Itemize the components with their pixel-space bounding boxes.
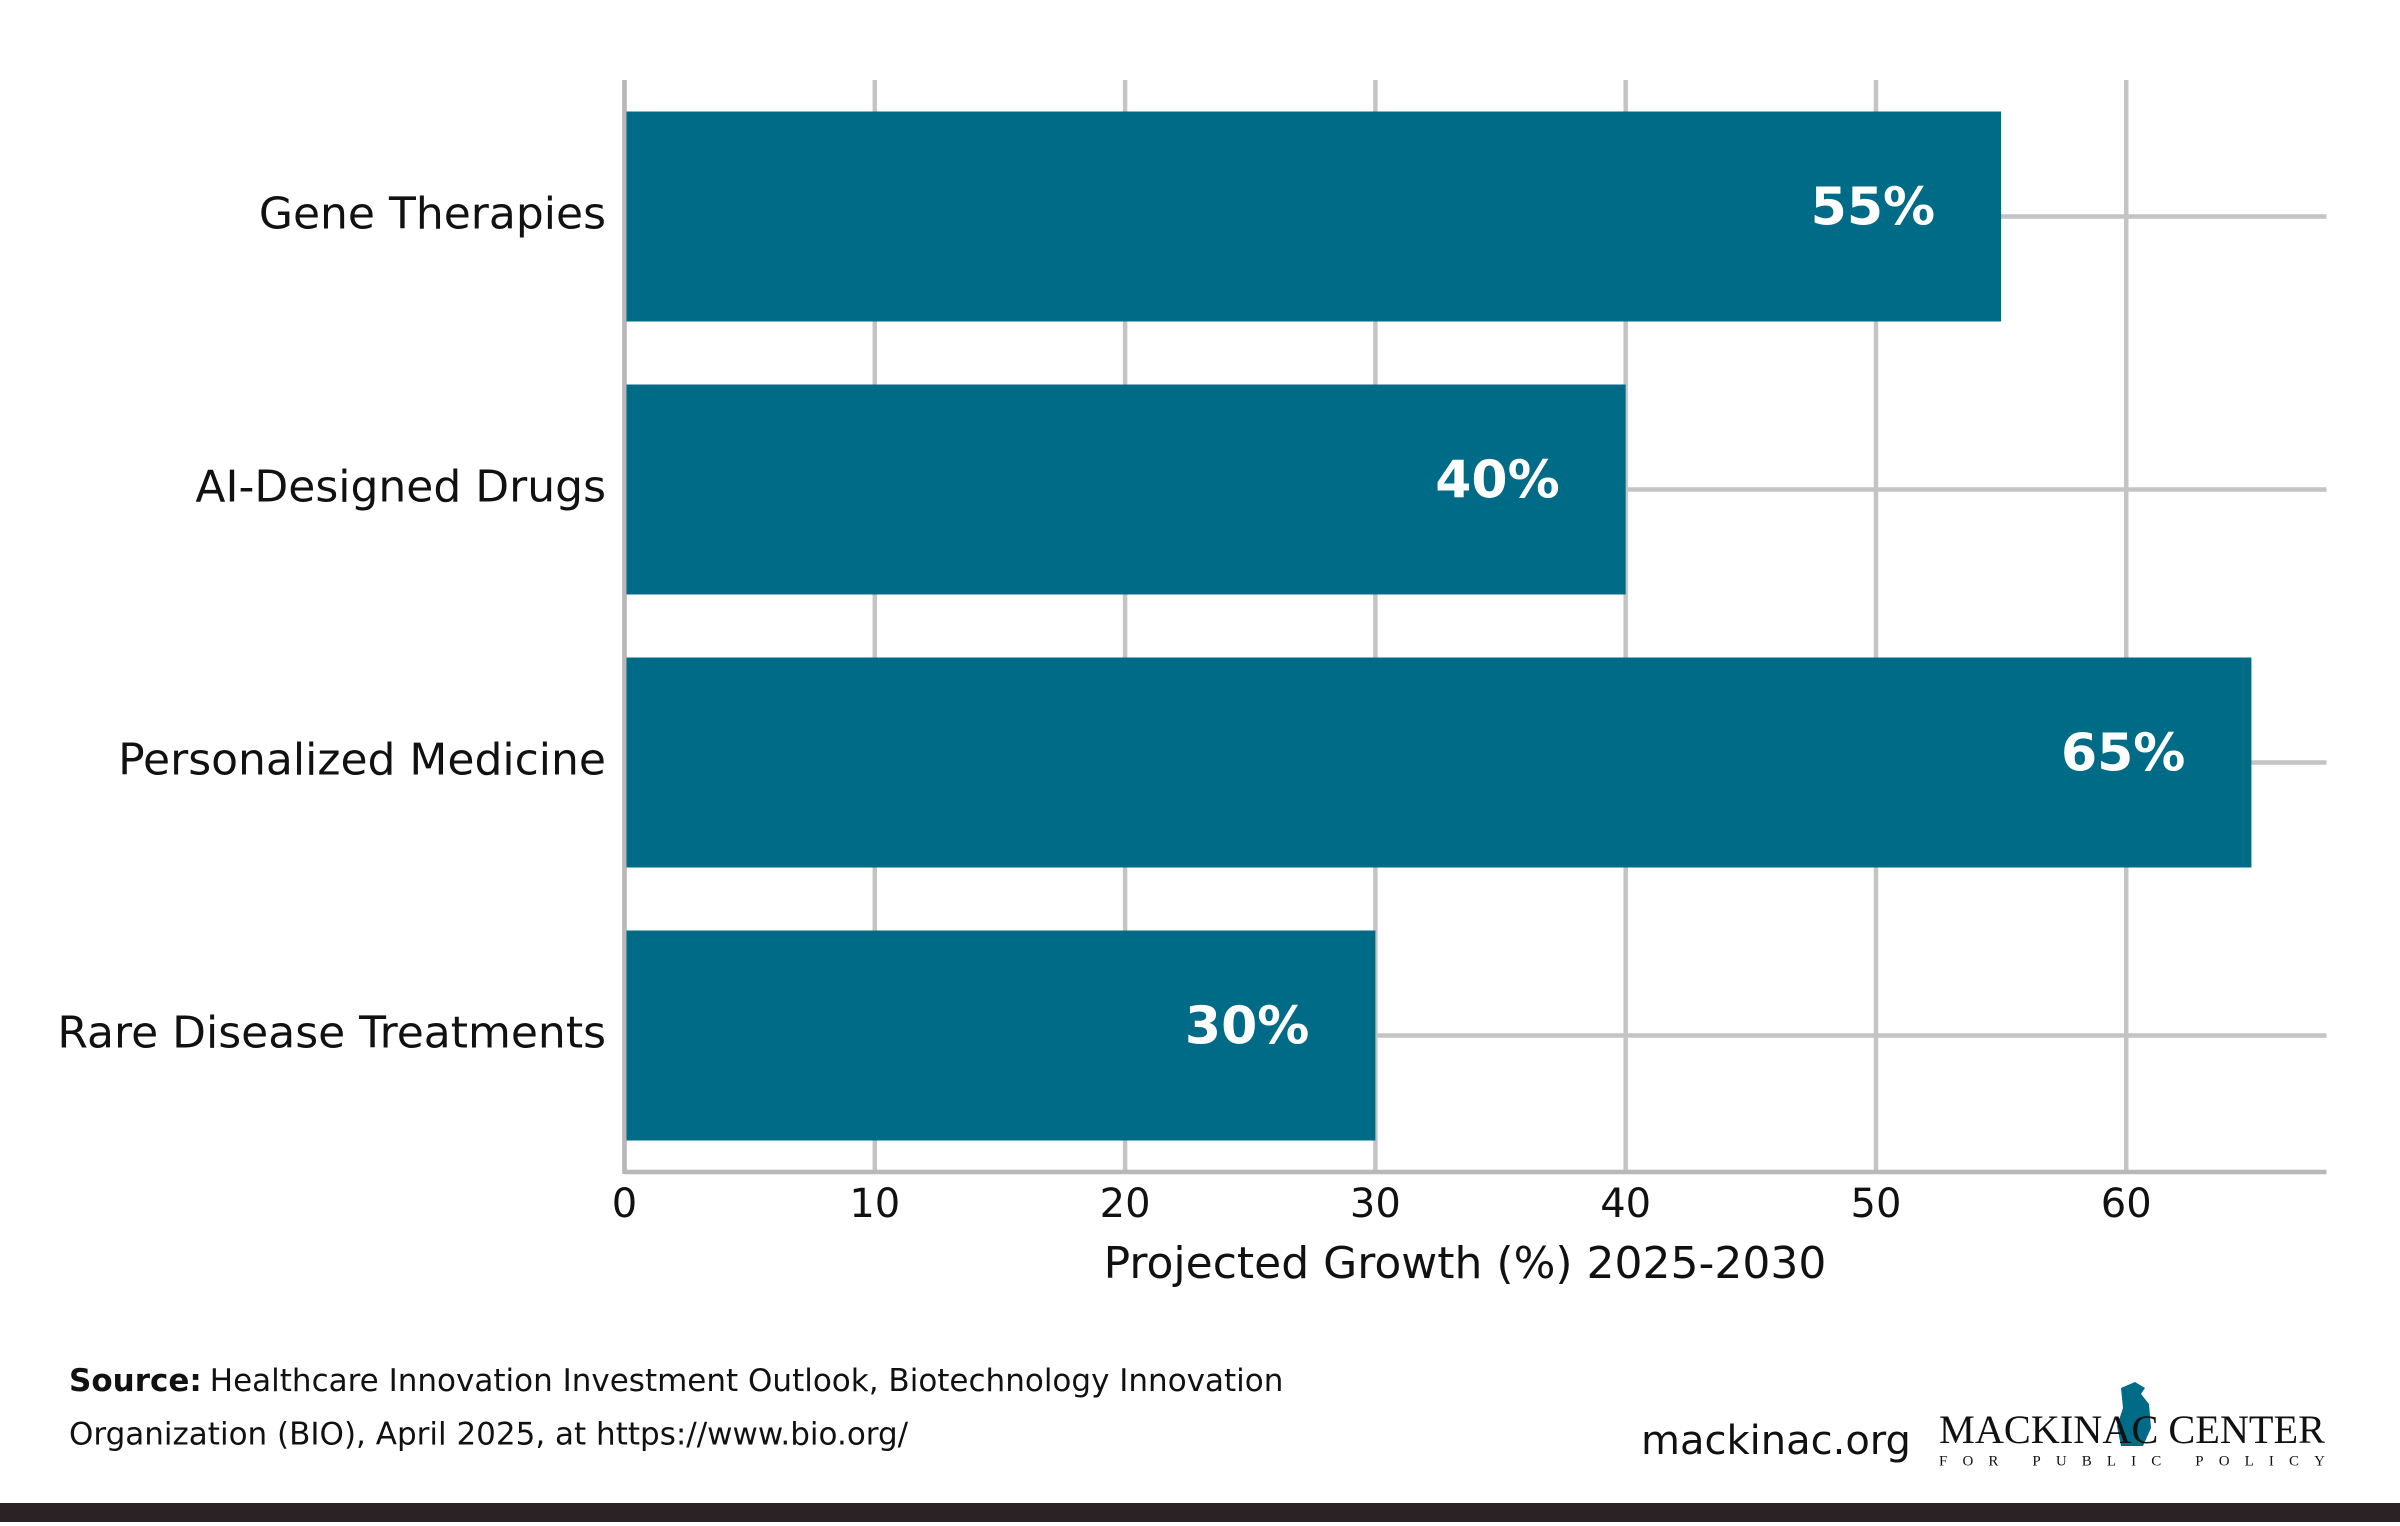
x-axis-title: Projected Growth (%) 2025-2030 xyxy=(1104,1238,1827,1289)
x-tick-label: 10 xyxy=(849,1181,900,1227)
x-tick-label: 30 xyxy=(1350,1181,1401,1227)
bar xyxy=(626,930,1376,1141)
source-note: Source: Healthcare Innovation Investment … xyxy=(69,1363,1283,1399)
y-tick-label: AI-Designed Drugs xyxy=(195,462,606,513)
y-tick-label: Rare Disease Treatments xyxy=(57,1008,606,1059)
x-tick-label: 0 xyxy=(612,1181,637,1227)
y-tick-label: Personalized Medicine xyxy=(118,735,606,786)
data-label: 30% xyxy=(1185,997,1309,1057)
x-tick-label: 20 xyxy=(1100,1181,1151,1227)
source-text: Organization (BIO), April 2025, at https… xyxy=(69,1417,909,1453)
x-tick-label: 40 xyxy=(1600,1181,1651,1227)
website: mackinac.org xyxy=(1641,1418,1911,1464)
data-label: 65% xyxy=(2061,724,2185,784)
source-text: Healthcare Innovation Investment Outlook… xyxy=(210,1363,1284,1399)
bottom-band xyxy=(0,1503,2400,1522)
bar xyxy=(626,384,1626,595)
logo-icon xyxy=(2117,1382,2151,1446)
bar xyxy=(626,111,2002,322)
data-label: 40% xyxy=(1435,451,1559,511)
logo-tagline: FOR PUBLIC POLICY xyxy=(1939,1453,2325,1469)
x-tick-label: 50 xyxy=(1851,1181,1902,1227)
logo-name: MACKINAC CENTER xyxy=(1939,1407,2325,1452)
bar xyxy=(626,657,2252,868)
x-tick-label: 60 xyxy=(2101,1181,2152,1227)
y-tick-label: Gene Therapies xyxy=(259,189,606,240)
source-label: Source: xyxy=(69,1363,202,1399)
data-label: 55% xyxy=(1811,178,1935,238)
